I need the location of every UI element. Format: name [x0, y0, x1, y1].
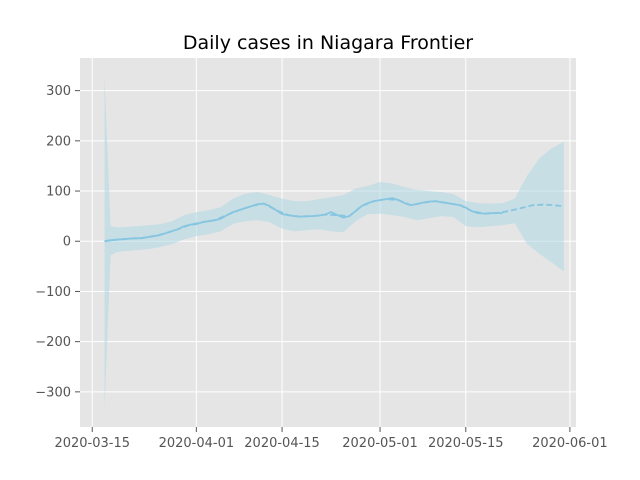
x-tick-label-1: 2020-04-01 — [159, 436, 235, 451]
y-axis-ticks: 300 200 100 0 −100 −200 −300 — [35, 84, 80, 400]
y-tick-label-2: 100 — [46, 185, 71, 200]
chart-title: Daily cases in Niagara Frontier — [183, 32, 473, 54]
y-tick-label-0: 300 — [46, 84, 71, 99]
x-axis-ticks: 2020-03-15 2020-04-01 2020-04-15 2020-05-01… — [54, 427, 608, 451]
x-tick-label-3: 2020-05-01 — [342, 436, 418, 451]
y-tick-label-3: 0 — [63, 235, 71, 250]
x-tick-label-2: 2020-04-15 — [244, 436, 320, 451]
y-tick-label-4: −100 — [35, 285, 71, 300]
y-tick-label-5: −200 — [35, 335, 71, 350]
y-tick-label-1: 200 — [46, 134, 71, 149]
x-tick-label-5: 2020-06-01 — [532, 436, 608, 451]
series-layer — [104, 197, 564, 243]
x-tick-label-0: 2020-03-15 — [54, 436, 130, 451]
x-tick-label-4: 2020-05-15 — [428, 436, 504, 451]
grid — [80, 58, 576, 427]
y-tick-label-6: −300 — [35, 385, 71, 400]
